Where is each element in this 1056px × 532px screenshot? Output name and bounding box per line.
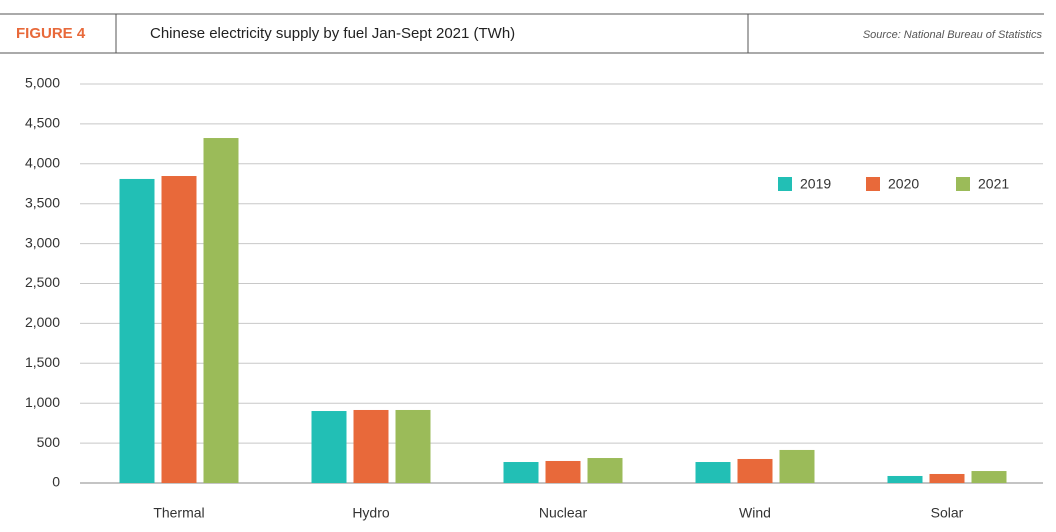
y-tick-label: 5,000: [25, 75, 60, 91]
bar: [545, 460, 581, 483]
figure-label: FIGURE 4: [16, 25, 86, 42]
legend-swatch: [778, 177, 792, 191]
y-tick-label: 1,000: [25, 394, 60, 410]
bar: [161, 176, 197, 483]
y-tick-label: 500: [37, 434, 61, 450]
bar: [971, 471, 1007, 483]
y-tick-label: 3,000: [25, 234, 60, 250]
y-tick-label: 3,500: [25, 194, 60, 210]
bar: [695, 462, 731, 483]
y-tick-label: 1,500: [25, 354, 60, 370]
bar: [395, 409, 431, 483]
y-tick-label: 2,500: [25, 274, 60, 290]
legend-label: 2021: [978, 176, 1009, 192]
bar: [311, 411, 347, 483]
bar: [737, 458, 773, 483]
x-tick-label: Wind: [739, 505, 771, 521]
y-tick-label: 4,000: [25, 155, 60, 171]
y-tick-label: 4,500: [25, 115, 60, 131]
source: Source: National Bureau of Statistics: [863, 29, 1043, 41]
legend-label: 2019: [800, 176, 831, 192]
bar: [203, 138, 239, 483]
legend-swatch: [866, 177, 880, 191]
bar: [503, 462, 539, 483]
bar: [929, 473, 965, 483]
bar: [119, 178, 155, 483]
bar: [779, 449, 815, 483]
x-tick-label: Hydro: [352, 505, 390, 521]
y-tick-label: 2,000: [25, 314, 60, 330]
bar: [587, 458, 623, 483]
legend-swatch: [956, 177, 970, 191]
legend-label: 2020: [888, 176, 919, 192]
x-tick-label: Thermal: [153, 505, 204, 521]
bar: [887, 475, 923, 483]
x-tick-label: Nuclear: [539, 505, 588, 521]
chart-title: Chinese electricity supply by fuel Jan-S…: [150, 25, 515, 42]
y-tick-label: 0: [52, 474, 60, 490]
x-tick-label: Solar: [931, 505, 964, 521]
bar: [353, 409, 389, 483]
